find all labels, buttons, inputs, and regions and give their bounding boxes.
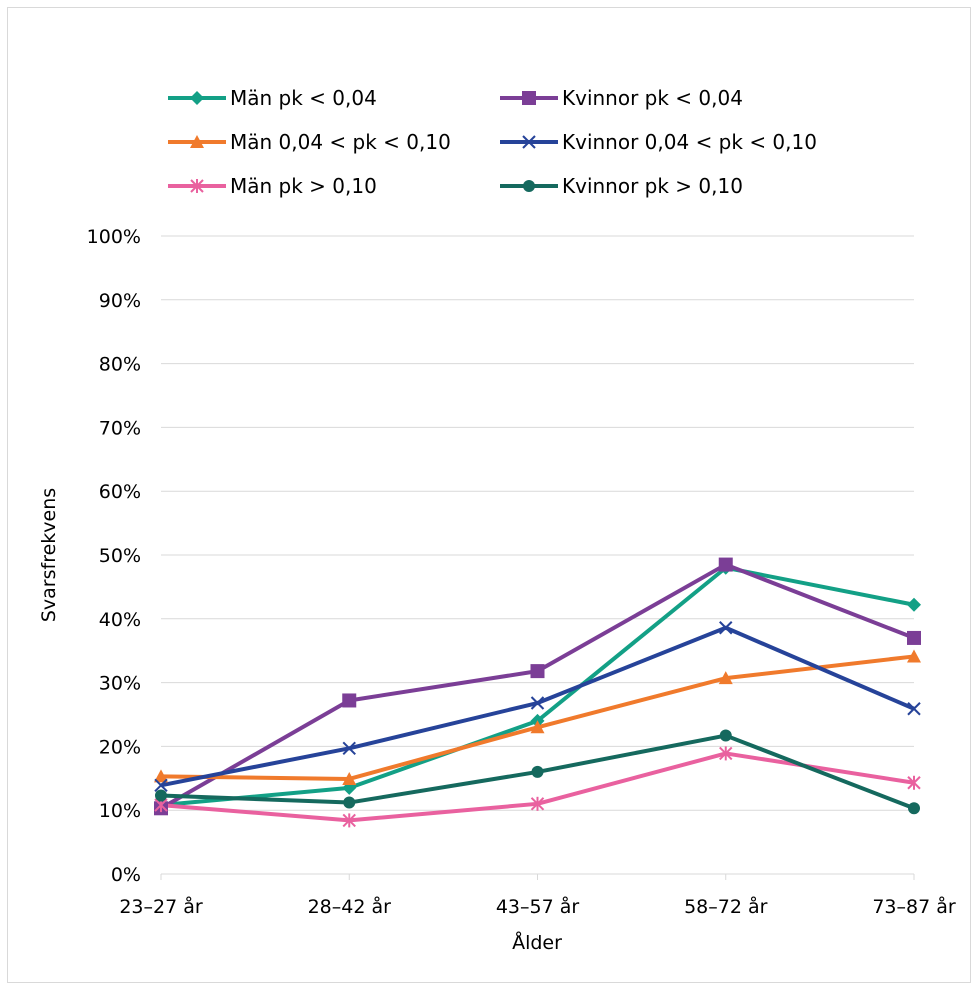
legend-item: Män 0,04 < pk < 0,10 (168, 130, 451, 154)
data-point (907, 597, 921, 612)
data-point (342, 813, 356, 828)
x-tick-label: 73–87 år (872, 895, 956, 918)
data-point (530, 796, 545, 811)
legend-item: Män pk > 0,10 (168, 174, 377, 198)
data-point (719, 729, 732, 742)
legend-marker (522, 135, 536, 149)
series-line (160, 625, 915, 788)
x-tick-label: 58–72 år (684, 895, 768, 918)
x-tick-label: 28–42 år (308, 895, 392, 918)
data-point (342, 741, 356, 756)
y-tick-label: 0% (111, 864, 141, 886)
data-point (530, 696, 545, 710)
legend-item: Kvinnor 0,04 < pk < 0,10 (500, 130, 817, 154)
y-tick-label: 80% (99, 354, 141, 376)
data-point (718, 557, 733, 572)
y-axis-title: Svarsfrekvens (38, 488, 60, 622)
legend-marker (522, 91, 536, 105)
legend-label: Män 0,04 < pk < 0,10 (230, 130, 451, 154)
y-tick-label: 50% (99, 545, 141, 567)
data-point (154, 778, 168, 793)
legend-item: Män pk < 0,04 (168, 86, 377, 110)
data-point (908, 802, 920, 815)
legend-marker (190, 179, 204, 193)
y-tick-label: 90% (99, 290, 141, 312)
data-point (907, 702, 921, 716)
data-point (907, 775, 921, 790)
data-point (530, 664, 545, 679)
y-tick-labels: 0% 10% 20% 30% 40% 50% 60% 70% 80% 90% 100% (87, 226, 141, 886)
legend-item: Kvinnor pk < 0,04 (500, 86, 743, 110)
y-tick-label: 40% (99, 609, 141, 631)
legend-item: Kvinnor pk > 0,10 (500, 174, 743, 198)
gridlines (161, 235, 914, 811)
data-point (154, 769, 168, 783)
data-point (343, 796, 356, 809)
data-point (530, 720, 545, 734)
data-point (155, 789, 167, 802)
legend-label: Män pk > 0,10 (230, 174, 377, 198)
legend-marker (190, 91, 204, 105)
data-point (718, 671, 733, 685)
chart-frame (7, 7, 971, 983)
legend: Män pk < 0,04 Kvinnor pk < 0,04 Män 0,04 <… (168, 86, 817, 198)
y-tick-label: 20% (99, 736, 141, 758)
y-tick-label: 60% (99, 481, 141, 503)
series-lines (160, 562, 915, 823)
legend-label: Kvinnor 0,04 < pk < 0,10 (562, 130, 817, 154)
x-axis-title: Ålder (512, 931, 562, 954)
series-markers (154, 557, 921, 828)
legend-marker (190, 135, 204, 148)
data-point (719, 746, 733, 761)
y-tick-label: 70% (99, 417, 141, 439)
x-tick-label: 43–57 år (496, 895, 580, 918)
legend-label: Kvinnor pk > 0,10 (562, 174, 743, 198)
data-point (531, 765, 544, 778)
legend-label: Män pk < 0,04 (230, 86, 377, 110)
data-point (719, 621, 733, 635)
y-tick-label: 10% (99, 800, 141, 822)
legend-label: Kvinnor pk < 0,04 (562, 86, 743, 110)
data-point (342, 693, 357, 708)
y-tick-label: 100% (87, 226, 141, 248)
x-tick-labels: 23–27 år 28–42 år 43–57 år 58–72 år 73–87 år (119, 874, 956, 918)
x-tick-label: 23–27 år (119, 895, 203, 918)
data-point (907, 630, 921, 645)
legend-marker (523, 180, 535, 192)
data-point (342, 771, 357, 785)
y-tick-label: 30% (99, 673, 141, 695)
data-point (907, 649, 921, 663)
